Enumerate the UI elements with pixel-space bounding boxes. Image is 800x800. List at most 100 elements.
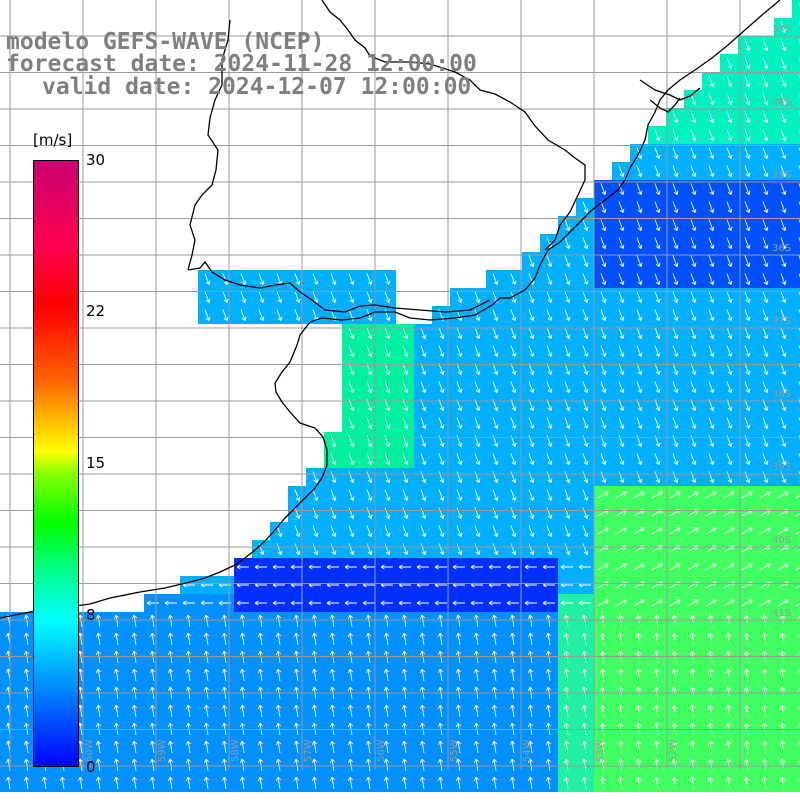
wind-arrow <box>762 381 769 393</box>
wind-arrow <box>671 776 678 789</box>
wind-arrow <box>582 309 589 321</box>
wind-arrow <box>257 776 264 789</box>
wind-arrow <box>348 543 355 555</box>
wind-arrow <box>438 471 445 483</box>
wind-arrow <box>546 273 553 285</box>
wind-arrow <box>672 291 679 303</box>
wind-arrow <box>204 273 211 285</box>
wind-arrow <box>708 471 715 483</box>
wind-arrow <box>779 668 786 681</box>
wind-arrow <box>636 237 643 249</box>
wind-arrow <box>743 776 750 789</box>
wind-arrow <box>597 491 609 499</box>
wind-arrow <box>690 291 697 303</box>
wind-arrow <box>275 668 282 681</box>
wind-arrow <box>762 327 769 339</box>
wind-arrow <box>654 273 661 285</box>
wind-arrow <box>419 614 426 627</box>
lat-lon-grid: 33S 34S 35S 36S 37S 38S 39S 40S 41S 60W 59W 58W 57W 5… <box>0 0 800 770</box>
wind-arrow <box>705 491 717 499</box>
wind-arrow <box>311 758 318 771</box>
wind-arrow <box>653 758 660 771</box>
wind-arrow <box>726 93 733 105</box>
wind-arrow <box>311 632 318 645</box>
wind-arrow <box>690 381 697 393</box>
wind-arrow <box>492 327 499 339</box>
wind-speed-cell <box>792 144 800 162</box>
wind-arrow <box>344 564 357 570</box>
wind-arrow <box>761 668 768 681</box>
wind-arrow <box>564 219 571 231</box>
wind-arrow <box>744 309 751 321</box>
wind-arrow <box>239 632 246 645</box>
wind-arrow <box>474 525 481 537</box>
wind-arrow <box>615 599 627 607</box>
wind-speed-cell <box>792 396 800 414</box>
wind-arrow <box>419 632 426 645</box>
wind-arrow <box>744 39 751 51</box>
wind-arrow <box>761 632 768 645</box>
wind-arrow <box>257 668 264 681</box>
wind-arrow <box>687 527 699 535</box>
wind-speed-cell <box>792 18 800 36</box>
wind-arrow <box>293 776 300 789</box>
wind-arrow <box>203 632 210 645</box>
wind-arrow <box>131 758 138 771</box>
wind-arrow <box>491 776 498 789</box>
wind-arrow <box>743 704 750 717</box>
wind-arrow <box>708 417 715 429</box>
wind-arrow <box>633 563 645 571</box>
wind-arrow <box>347 776 354 789</box>
wind-arrow <box>762 93 769 105</box>
wind-arrow <box>383 758 390 771</box>
wind-arrow <box>509 668 516 681</box>
wind-arrow <box>780 453 787 465</box>
wind-arrow <box>618 273 625 285</box>
latitude-label: 37S <box>772 316 791 327</box>
wind-arrow <box>470 600 483 606</box>
wind-arrow <box>653 776 660 789</box>
wind-arrow <box>524 600 537 606</box>
wind-arrow <box>492 543 499 555</box>
wind-arrow <box>366 327 373 339</box>
wind-arrow <box>762 471 769 483</box>
wind-arrow <box>167 614 174 627</box>
wind-arrow <box>492 273 499 285</box>
wind-speed-cell <box>792 270 800 288</box>
wind-arrow <box>795 495 800 499</box>
wind-arrow <box>723 491 735 499</box>
wind-arrow <box>672 147 679 159</box>
wind-arrow <box>545 614 552 627</box>
wind-arrow <box>743 614 750 627</box>
wind-arrow <box>671 668 678 681</box>
wind-arrow <box>164 600 177 606</box>
wind-arrow <box>402 489 409 501</box>
wind-arrow <box>524 564 537 570</box>
wind-arrow <box>762 165 769 177</box>
wind-arrow <box>689 704 696 717</box>
wind-arrow <box>762 273 769 285</box>
wind-arrow <box>564 471 571 483</box>
wind-arrow <box>582 363 589 375</box>
wind-arrow <box>492 525 499 537</box>
wind-arrow <box>437 614 444 627</box>
wind-arrow <box>636 309 643 321</box>
wind-arrow <box>690 255 697 267</box>
wind-arrow <box>762 345 769 357</box>
wind-speed-cell <box>792 180 800 198</box>
wind-arrow <box>669 599 681 607</box>
wind-arrow <box>221 614 228 627</box>
wind-arrow <box>438 417 445 429</box>
wind-arrow <box>654 129 661 141</box>
longitude-label: 56W <box>376 739 387 762</box>
wind-arrow <box>597 563 609 571</box>
wind-arrow <box>690 345 697 357</box>
wind-arrow <box>618 237 625 249</box>
wind-arrow <box>384 363 391 375</box>
wind-arrow <box>653 740 660 753</box>
wind-arrow <box>95 632 102 645</box>
wind-arrow <box>708 111 715 123</box>
wind-arrow <box>725 704 732 717</box>
wind-arrow <box>582 237 589 249</box>
wind-arrow <box>419 758 426 771</box>
